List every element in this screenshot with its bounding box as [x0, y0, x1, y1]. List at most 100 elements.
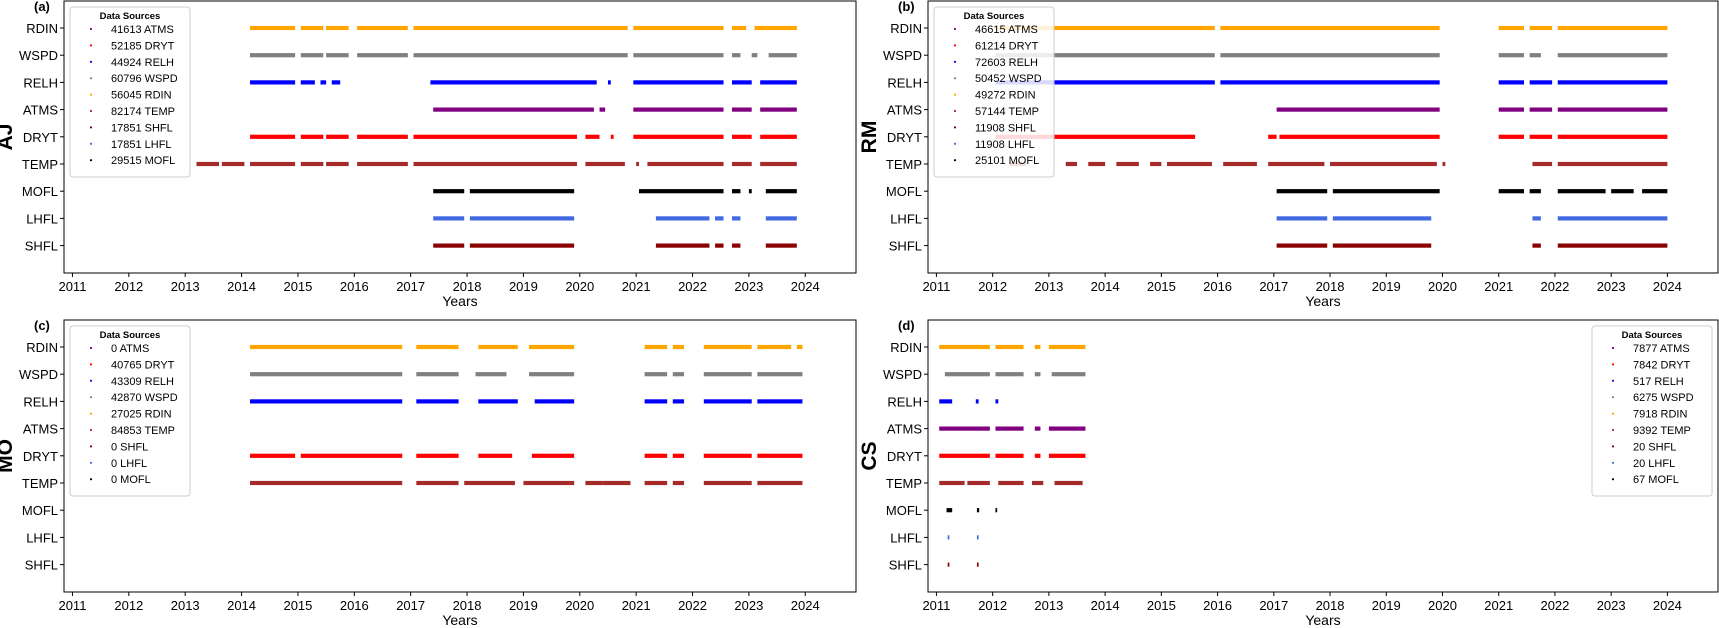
- data-mark-wspd: [1529, 53, 1541, 58]
- data-mark-relh: [607, 80, 611, 85]
- x-tick-label: 2012: [114, 598, 143, 613]
- legend-item-label: 0 SHFL: [111, 441, 148, 453]
- y-tick-label: WSPD: [883, 367, 922, 382]
- data-mark-dryt: [995, 134, 1196, 139]
- data-mark-temp: [585, 161, 625, 167]
- y-tick-label: LHFL: [26, 211, 58, 226]
- station-label: CS: [858, 441, 881, 470]
- data-mark-wspd: [300, 53, 324, 58]
- data-mark-shfl: [655, 243, 710, 248]
- data-mark-temp: [464, 480, 515, 486]
- legend-marker: [953, 60, 957, 63]
- data-mark-dryt: [760, 134, 797, 139]
- data-mark-temp: [939, 480, 965, 486]
- data-mark-mofl: [1611, 189, 1634, 194]
- x-tick-label: 2019: [1372, 598, 1401, 613]
- data-mark-shfl: [1532, 243, 1541, 248]
- legend-marker: [1611, 412, 1615, 415]
- data-mark-dryt: [1529, 134, 1553, 139]
- data-mark-shfl: [433, 243, 465, 248]
- data-mark-wspd: [995, 53, 1215, 58]
- data-layer: [250, 344, 803, 486]
- y-tick-label: LHFL: [890, 211, 922, 226]
- legend-box: [933, 6, 1055, 178]
- data-mark-atms: [995, 426, 1024, 431]
- data-mark-relh: [995, 80, 1215, 85]
- data-mark-mofl: [1557, 189, 1606, 194]
- data-mark-dryt: [1279, 134, 1440, 139]
- x-tick-label: 2020: [1428, 598, 1457, 613]
- data-mark-relh: [757, 399, 803, 404]
- legend-item-label: 17851 LHFL: [111, 139, 172, 151]
- data-mark-temp: [967, 480, 990, 486]
- y-tick-label: SHFL: [25, 239, 58, 254]
- data-mark-temp: [326, 161, 349, 167]
- panel-label: (c): [34, 318, 50, 333]
- x-tick-label: 2015: [1147, 279, 1176, 294]
- data-mark-shfl: [1557, 243, 1668, 248]
- x-tick-label: 2013: [1034, 279, 1063, 294]
- y-tick-label: MOFL: [886, 184, 922, 199]
- legend: Data Sources 7877 ATMS 7842 DRYT 517 RELH 62…: [1591, 325, 1713, 497]
- data-mark-relh: [331, 80, 341, 85]
- data-mark-rdin: [1220, 25, 1440, 31]
- data-mark-rdin: [1557, 25, 1668, 31]
- data-mark-mofl: [469, 189, 575, 194]
- x-tick-label: 2024: [791, 279, 820, 294]
- y-tick-label: ATMS: [887, 422, 922, 437]
- x-axis-label: Years: [1305, 293, 1340, 309]
- panel-label: (a): [34, 0, 50, 14]
- legend-item-label: 56045 RDIN: [111, 90, 172, 102]
- y-tick-label: ATMS: [887, 103, 922, 118]
- data-layer: [939, 344, 1086, 567]
- x-tick-label: 2020: [565, 279, 594, 294]
- x-axis-label: Years: [1305, 612, 1340, 628]
- legend-marker: [1611, 379, 1615, 382]
- x-tick-label: 2019: [509, 279, 538, 294]
- legend-item-label: 25101 MOFL: [975, 155, 1039, 167]
- legend-item-label: 29515 MOFL: [111, 155, 175, 167]
- x-tick-label: 2017: [1259, 279, 1288, 294]
- data-mark-dryt: [300, 134, 324, 139]
- legend-item-label: 27025 RDIN: [111, 409, 172, 421]
- legend-item-label: 517 RELH: [1633, 376, 1684, 388]
- data-mark-temp: [1150, 161, 1162, 167]
- legend-title: Data Sources: [100, 11, 161, 22]
- legend-item-label: 0 LHFL: [111, 458, 147, 470]
- legend: Data Sources 46615 ATMS 61214 DRYT 72603 RE…: [933, 6, 1055, 178]
- legend-item-label: 60796 WSPD: [111, 73, 178, 85]
- x-tick-label: 2014: [1091, 598, 1120, 613]
- legend-marker: [89, 478, 93, 481]
- data-mark-wspd: [357, 53, 408, 58]
- x-axis-label: Years: [442, 293, 477, 309]
- x-tick-label: 2011: [58, 598, 86, 613]
- data-mark-rdin: [731, 25, 747, 31]
- data-mark-rdin: [995, 344, 1024, 350]
- y-tick-label: DRYT: [887, 449, 922, 464]
- legend-marker: [89, 126, 93, 129]
- x-tick-label: 2015: [283, 279, 312, 294]
- data-mark-shfl: [1332, 243, 1432, 248]
- x-tick-label: 2023: [734, 598, 763, 613]
- legend-marker: [89, 445, 93, 448]
- data-mark-lhfl: [1532, 216, 1541, 221]
- data-mark-wspd: [413, 53, 628, 58]
- data-mark-wspd: [768, 53, 797, 58]
- x-tick-label: 2018: [1316, 598, 1345, 613]
- data-mark-relh: [672, 399, 685, 404]
- data-mark-shfl: [715, 243, 724, 248]
- data-mark-dryt: [610, 134, 614, 139]
- legend: Data Sources 41613 ATMS 52185 DRYT 44924 RE…: [69, 6, 191, 178]
- data-mark-wspd: [475, 372, 507, 377]
- data-mark-temp: [196, 161, 220, 167]
- x-tick-label: 2013: [171, 598, 200, 613]
- data-mark-rdin: [757, 344, 792, 350]
- x-tick-label: 2016: [340, 279, 369, 294]
- y-tick-label: SHFL: [889, 558, 922, 573]
- legend-marker: [89, 428, 93, 432]
- legend-item-label: 61214 DRYT: [975, 40, 1039, 52]
- data-mark-rdin: [796, 344, 803, 350]
- station-label: RM: [858, 121, 881, 154]
- data-mark-relh: [731, 80, 752, 85]
- data-mark-temp: [757, 480, 803, 486]
